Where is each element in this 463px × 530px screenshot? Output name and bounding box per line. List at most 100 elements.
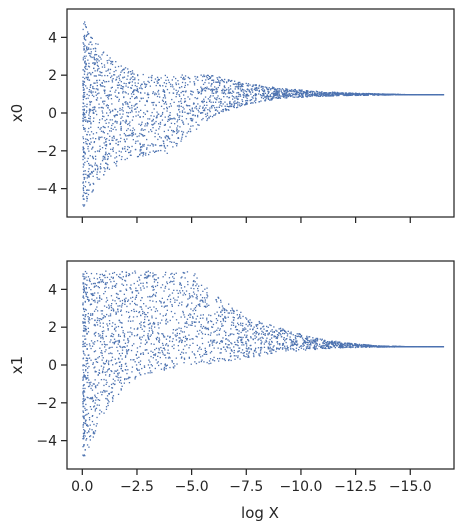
top-scatter-point: [135, 111, 137, 113]
bottom-scatter-point: [176, 299, 178, 301]
bottom-scatter-point: [390, 346, 392, 348]
top-scatter-point: [386, 93, 388, 95]
bottom-scatter-point: [159, 313, 161, 315]
bottom-scatter-point: [264, 341, 266, 343]
top-scatter-point: [268, 91, 270, 93]
bottom-scatter-point: [164, 285, 167, 288]
top-scatter-point: [174, 118, 176, 120]
top-scatter-point: [164, 137, 167, 139]
top-scatter-point: [190, 93, 192, 95]
top-scatter-point: [185, 104, 188, 106]
top-scatter-point: [229, 103, 231, 105]
bottom-scatter-point: [220, 348, 222, 350]
bottom-scatter-point: [121, 370, 123, 372]
top-scatter-point: [276, 90, 278, 93]
top-scatter-point: [154, 122, 156, 124]
top-scatter-point: [292, 94, 294, 96]
top-scatter-point: [269, 94, 272, 96]
bottom-scatter-point: [85, 295, 87, 297]
bottom-scatter-point: [441, 346, 443, 348]
top-scatter-point: [339, 92, 341, 94]
bottom-scatter-point: [220, 311, 222, 313]
bottom-scatter-point: [82, 405, 84, 407]
top-scatter-point: [162, 85, 164, 87]
bottom-scatter-point: [104, 276, 106, 279]
top-scatter-point: [96, 62, 98, 64]
bottom-scatter-point: [163, 369, 165, 371]
top-scatter-point: [275, 94, 277, 96]
top-scatter-point: [166, 110, 168, 112]
bottom-scatter-point: [294, 341, 296, 344]
top-scatter-point: [111, 103, 113, 105]
top-scatter-point: [144, 113, 146, 115]
top-scatter-point: [135, 96, 138, 98]
bottom-scatter-point: [174, 312, 176, 315]
top-scatter-point: [191, 90, 193, 93]
top-scatter-point: [289, 89, 291, 92]
bottom-scatter-point: [237, 356, 239, 359]
bottom-scatter-point: [171, 361, 173, 363]
top-scatter-point: [105, 122, 107, 124]
top-scatter-point: [331, 92, 333, 95]
top-scatter-point: [154, 92, 156, 94]
top-scatter-point: [88, 52, 91, 55]
top-scatter-point: [231, 105, 233, 107]
bottom-scatter-point: [106, 323, 108, 325]
top-scatter-point: [284, 97, 286, 99]
bottom-scatter-point: [327, 347, 329, 349]
top-scatter-point: [96, 173, 98, 175]
bottom-scatter-point: [83, 329, 85, 332]
top-scatter-point: [94, 47, 96, 49]
bottom-scatter-point: [111, 356, 114, 358]
bottom-scatter-point: [155, 301, 157, 303]
top-scatter-point: [240, 85, 242, 87]
top-scatter-point: [307, 93, 309, 95]
bottom-scatter-point: [225, 350, 227, 352]
top-scatter-point: [226, 105, 228, 107]
top-scatter-point: [123, 68, 125, 71]
top-scatter-point: [92, 85, 94, 88]
bottom-scatter-point: [121, 346, 123, 349]
bottom-scatter-point: [135, 364, 138, 366]
bottom-scatter-point: [84, 354, 86, 356]
bottom-scatter-point: [88, 446, 90, 448]
bottom-scatter-point: [127, 337, 129, 340]
bottom-scatter-point: [125, 288, 127, 290]
bottom-scatter-point: [105, 286, 107, 288]
bottom-scatter-point: [210, 339, 212, 341]
bottom-scatter-point: [330, 343, 333, 345]
top-scatter-point: [82, 188, 84, 190]
bottom-scatter-point: [149, 275, 151, 277]
bottom-scatter-point: [100, 365, 103, 367]
bottom-scatter-point: [217, 327, 219, 329]
bottom-scatter-point: [138, 372, 141, 374]
top-scatter-point: [122, 113, 124, 115]
bottom-scatter-point: [204, 297, 206, 299]
top-scatter-point: [242, 83, 244, 85]
top-scatter-point: [85, 39, 87, 41]
bottom-scatter-point: [344, 342, 346, 345]
bottom-scatter-point: [284, 345, 286, 347]
bottom-scatter-point: [121, 314, 123, 316]
bottom-scatter-point: [184, 325, 186, 328]
bottom-scatter-point: [83, 454, 85, 456]
bottom-scatter-point: [115, 326, 117, 328]
bottom-scatter-point: [313, 341, 315, 343]
bottom-scatter-point: [196, 330, 199, 332]
top-scatter-point: [178, 116, 180, 118]
bottom-scatter-point: [119, 321, 121, 323]
top-scatter-point: [82, 80, 84, 82]
bottom-scatter-point: [315, 346, 317, 348]
top-scatter-point: [278, 92, 280, 94]
bottom-scatter-point: [94, 350, 97, 352]
bottom-scatter-point: [371, 346, 373, 348]
top-plot-frame: [66, 8, 455, 218]
top-scatter-point: [264, 92, 267, 94]
top-scatter-point: [200, 74, 202, 76]
top-scatter-point: [96, 82, 98, 84]
bottom-scatter-point: [201, 327, 204, 329]
bottom-scatter-point: [176, 334, 178, 336]
top-scatter-point: [86, 46, 88, 48]
bottom-scatter-point: [111, 387, 114, 389]
top-scatter-point: [190, 119, 192, 121]
